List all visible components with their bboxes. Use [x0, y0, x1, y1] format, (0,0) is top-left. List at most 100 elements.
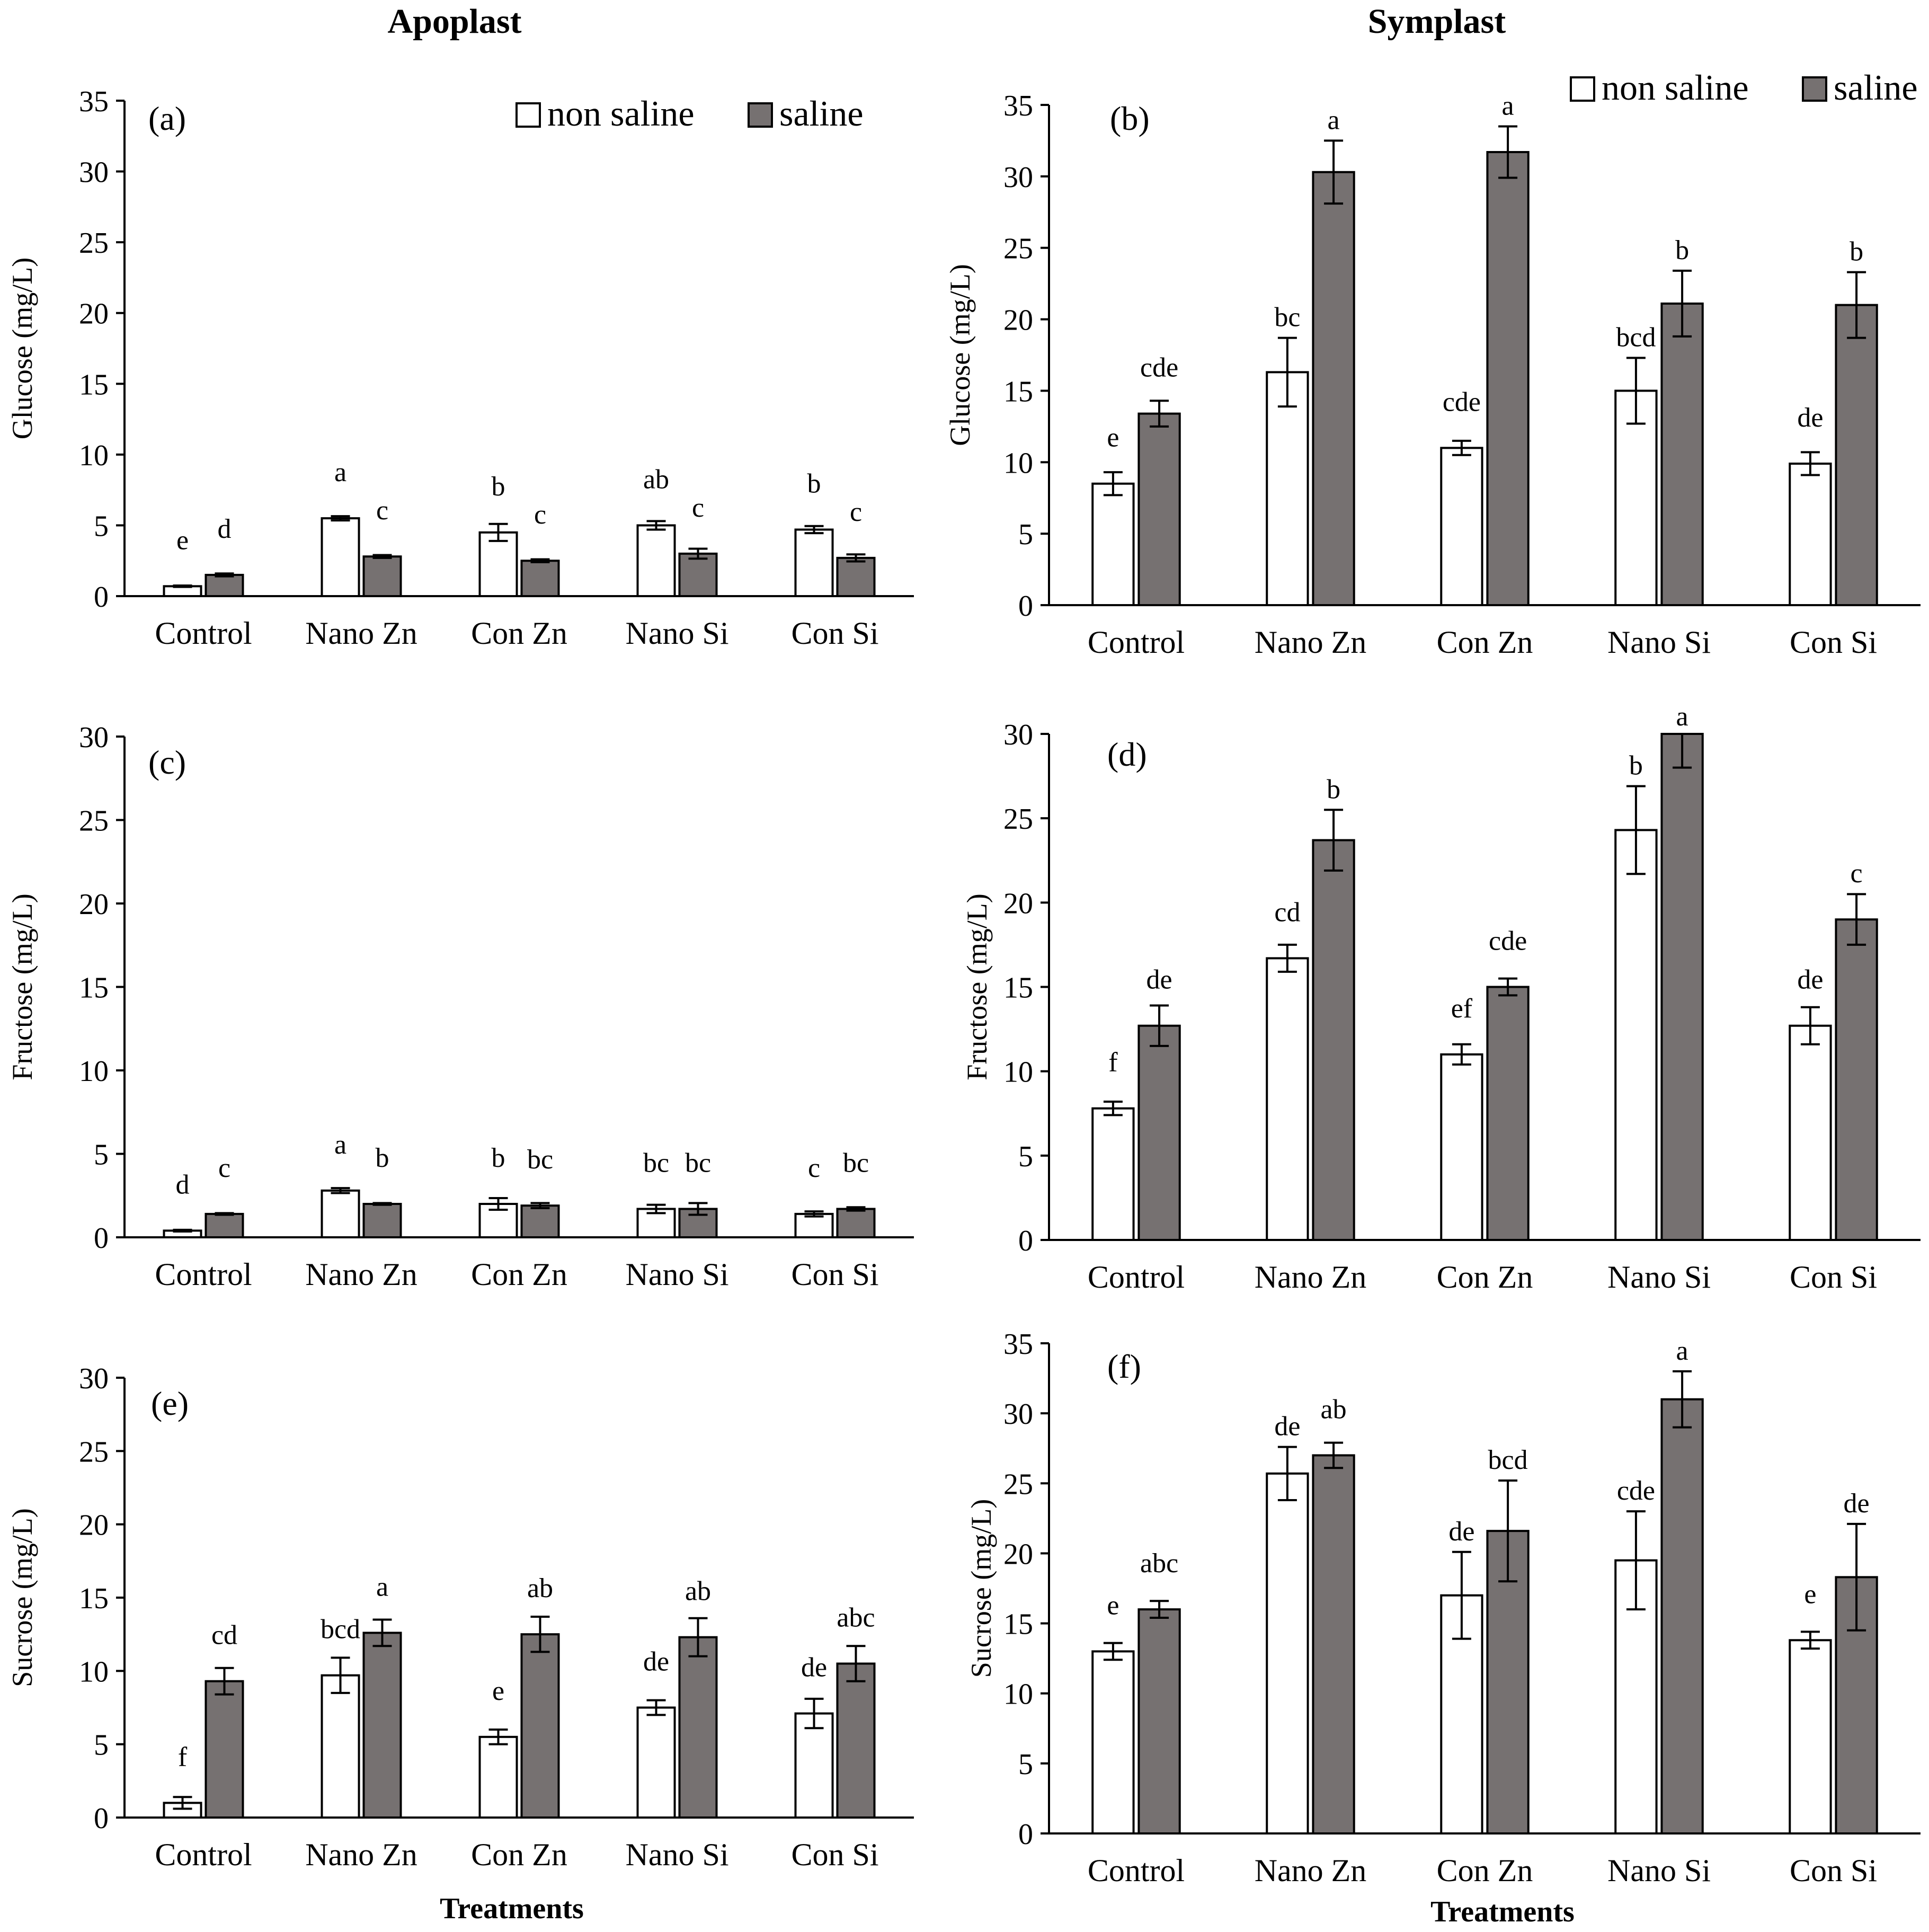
- sig-letter-non-saline-con-si: de: [1797, 403, 1823, 433]
- y-tick-label: 5: [94, 1729, 109, 1762]
- x-tick-label-nano-si: Nano Si: [626, 1837, 729, 1872]
- sig-letter-non-saline-con-zn: b: [492, 472, 505, 502]
- sig-letter-non-saline-con-zn: ef: [1451, 994, 1473, 1024]
- y-tick-label: 5: [1018, 1748, 1033, 1781]
- x-tick-label-nano-zn: Nano Zn: [1255, 1853, 1367, 1888]
- bar-saline-con-si: [836, 1208, 876, 1238]
- sig-letter-saline-con-si: c: [1851, 858, 1863, 889]
- y-tick-label: 0: [94, 1802, 109, 1835]
- x-tick-label-con-si: Con Si: [791, 1257, 878, 1292]
- sig-letter-saline-control: cde: [1140, 353, 1178, 383]
- sig-letter-non-saline-control: f: [1108, 1048, 1118, 1078]
- bar-saline-nano-si: [1660, 302, 1704, 606]
- sig-letter-saline-con-si: c: [850, 497, 862, 527]
- col-title-apoplast: Apoplast: [387, 2, 521, 41]
- sig-letter-non-saline-con-zn: b: [492, 1143, 505, 1173]
- x-tick-label-control: Control: [1088, 1853, 1185, 1888]
- sig-letter-non-saline-nano-zn: a: [334, 1130, 346, 1160]
- y-tick-label: 10: [79, 439, 109, 472]
- y-tick-label: 25: [1003, 803, 1033, 836]
- sig-letter-saline-nano-si: a: [1676, 702, 1688, 732]
- x-tick-label-nano-zn: Nano Zn: [1255, 625, 1367, 660]
- y-tick-label: 30: [79, 721, 109, 754]
- sig-letter-non-saline-con-si: de: [801, 1653, 827, 1683]
- sig-letter-non-saline-nano-zn: a: [334, 457, 346, 488]
- sig-letter-saline-con-zn: ab: [527, 1573, 553, 1603]
- bar-saline-control: [205, 573, 244, 598]
- chart-panel-e: 0 5 10 15 20 25 30 Sucrose (mg/L) (e) Control f cd N…: [6, 1362, 914, 1872]
- bar-saline-nano-si: [1660, 1398, 1704, 1835]
- bar-saline-con-zn: [520, 560, 560, 597]
- sig-letter-saline-control: cd: [211, 1620, 237, 1651]
- x-tick-label-control: Control: [155, 616, 252, 651]
- sig-letter-saline-con-zn: a: [1502, 91, 1514, 121]
- bar-non-saline-con-si: [794, 1212, 834, 1238]
- legend-label-saline: saline: [1834, 67, 1918, 108]
- sig-letter-non-saline-nano-si: bcd: [1616, 322, 1656, 352]
- y-tick-label: 20: [1003, 1538, 1033, 1571]
- x-tick-label-con-si: Con Si: [1790, 1260, 1877, 1295]
- legend-swatch-non-saline: [515, 102, 541, 128]
- x-tick-label-con-zn: Con Zn: [1437, 625, 1533, 660]
- y-tick-label: 30: [79, 1362, 109, 1395]
- bar-non-saline-con-zn: [478, 1735, 518, 1819]
- y-tick-label: 10: [1003, 447, 1033, 480]
- sig-letter-saline-con-si: bc: [843, 1148, 869, 1178]
- y-tick-label: 25: [79, 227, 109, 260]
- panel-label-c: (c): [148, 743, 186, 781]
- chart-panel-a: 0 5 10 15 20 25 30 35 Glucose (mg/L) (a) Control e d…: [6, 85, 914, 651]
- sig-letter-non-saline-con-si: c: [808, 1153, 820, 1183]
- y-tick-label: 10: [79, 1655, 109, 1688]
- bar-non-saline-con-si: [1789, 1024, 1832, 1241]
- bar-non-saline-con-zn: [1440, 1053, 1483, 1242]
- legend-label-non-saline: non saline: [547, 93, 695, 134]
- x-tick-label-con-si: Con Si: [1790, 625, 1877, 660]
- x-tick-label-nano-si: Nano Si: [1607, 625, 1711, 660]
- bar-saline-con-zn: [520, 1204, 560, 1238]
- y-axis-label-e: Sucrose (mg/L): [6, 1508, 38, 1687]
- sig-letter-saline-nano-zn: b: [375, 1143, 389, 1173]
- sig-letter-non-saline-con-zn: cde: [1443, 387, 1481, 417]
- sig-letter-saline-nano-zn: b: [1327, 774, 1340, 804]
- y-tick-label: 20: [79, 888, 109, 921]
- x-tick-label-con-si: Con Si: [1790, 1853, 1877, 1888]
- bar-non-saline-con-si: [794, 528, 834, 598]
- bar-non-saline-nano-zn: [1266, 371, 1309, 606]
- bar-non-saline-con-si: [1789, 462, 1832, 606]
- y-tick-label: 10: [79, 1055, 109, 1088]
- bar-non-saline-con-zn: [1440, 447, 1483, 606]
- bar-saline-control: [1137, 1024, 1181, 1241]
- y-tick-label: 35: [1003, 90, 1033, 122]
- x-tick-label-con-zn: Con Zn: [471, 1257, 567, 1292]
- x-tick-label-con-zn: Con Zn: [1437, 1853, 1533, 1888]
- sig-letter-saline-nano-zn: a: [376, 1572, 388, 1602]
- x-tick-label-con-si: Con Si: [791, 616, 878, 651]
- panel-label-e: (e): [151, 1385, 189, 1422]
- chart-panel-d: 0 5 10 15 20 25 30 Fructose (mg/L) (d) Control f de…: [961, 702, 1921, 1295]
- y-tick-label: 30: [1003, 161, 1033, 194]
- x-title-apoplast: Treatments: [440, 1892, 584, 1925]
- bar-non-saline-nano-zn: [321, 1189, 360, 1239]
- bar-saline-nano-si: [678, 552, 718, 598]
- sig-letter-non-saline-nano-si: de: [643, 1647, 669, 1677]
- y-tick-label: 15: [79, 1582, 109, 1615]
- bar-saline-nano-zn: [362, 555, 402, 597]
- sig-letter-saline-nano-zn: c: [376, 495, 388, 526]
- legend-b: non saline saline: [1570, 67, 1918, 108]
- x-tick-label-nano-si: Nano Si: [1607, 1853, 1711, 1888]
- sig-letter-saline-nano-zn: a: [1328, 105, 1340, 135]
- y-tick-label: 5: [94, 510, 109, 543]
- y-tick-label: 0: [1018, 590, 1033, 623]
- bar-non-saline-nano-zn: [1266, 957, 1309, 1241]
- legend-swatch-saline: [1802, 76, 1827, 102]
- sig-letter-non-saline-nano-si: bc: [643, 1148, 669, 1178]
- bar-non-saline-control: [1091, 482, 1135, 606]
- legend-label-saline: saline: [779, 93, 864, 134]
- y-tick-label: 5: [94, 1139, 109, 1172]
- sig-letter-non-saline-nano-si: b: [1629, 751, 1643, 781]
- panel-label-f: (f): [1107, 1348, 1141, 1385]
- sig-letter-non-saline-nano-zn: cd: [1274, 897, 1300, 927]
- sig-letter-saline-con-zn: bcd: [1488, 1445, 1528, 1475]
- bar-saline-nano-si: [1660, 733, 1704, 1241]
